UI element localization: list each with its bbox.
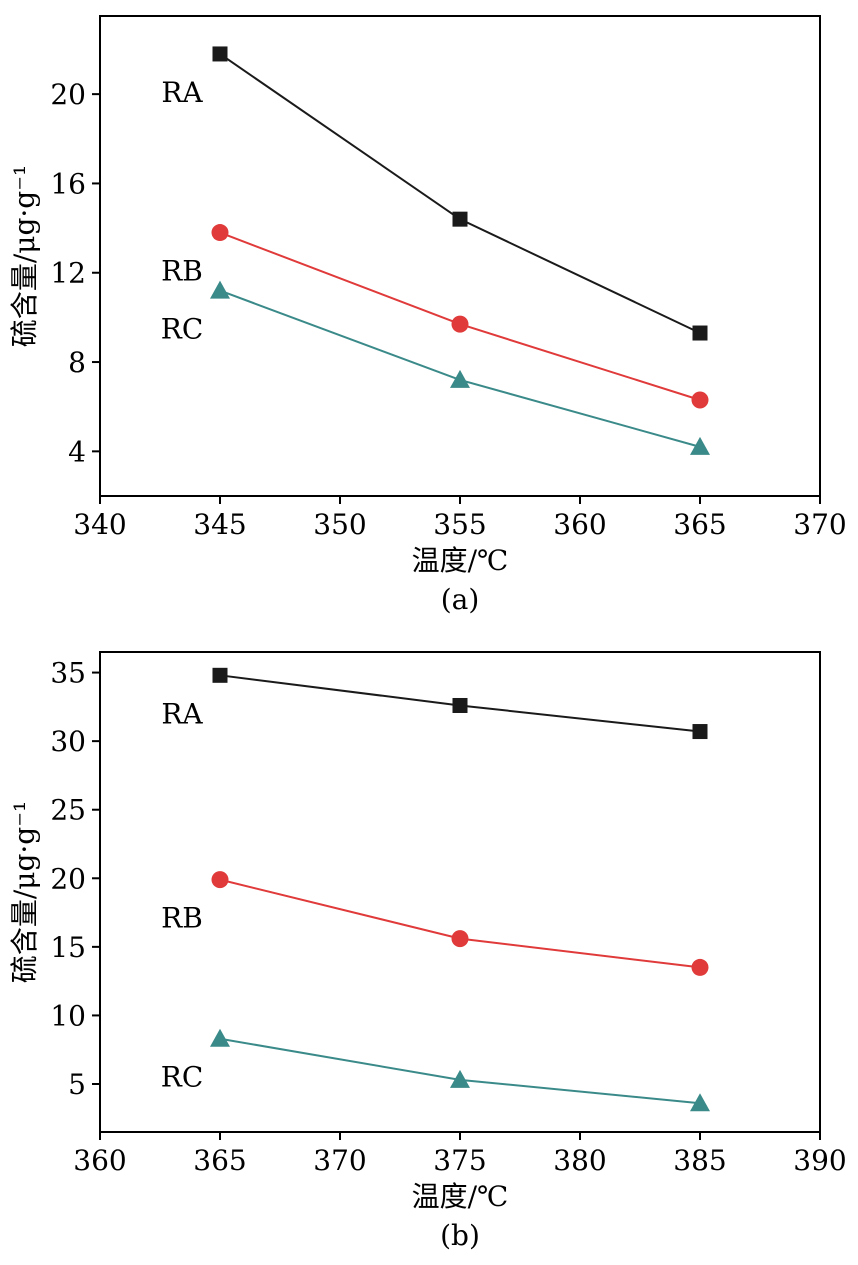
y-axis-label: 硫含量/μg·g⁻¹	[8, 801, 41, 983]
y-axis-label: 硫含量/μg·g⁻¹	[8, 165, 41, 347]
series-line-rb	[219, 878, 701, 969]
x-axis-label: 温度/℃	[412, 544, 509, 577]
y-tick-label: 8	[68, 346, 86, 379]
y-tick-label: 20	[50, 862, 86, 895]
x-tick-label: 370	[793, 508, 846, 541]
y-tick-label: 25	[50, 794, 86, 827]
marker-circle-rb	[691, 958, 709, 976]
series-label-ra: RA	[161, 697, 203, 730]
x-tick-label: 370	[313, 1144, 366, 1177]
y-tick-label: 15	[50, 931, 86, 964]
x-tick-label: 380	[553, 1144, 606, 1177]
y-tick-label: 5	[68, 1068, 86, 1101]
marker-triangle-rc	[450, 369, 470, 388]
series-label-ra: RA	[161, 76, 203, 109]
x-tick-label: 350	[313, 508, 366, 541]
marker-circle-rb	[211, 224, 229, 242]
y-tick-label: 10	[50, 999, 86, 1032]
x-tick-label: 360	[553, 508, 606, 541]
marker-square-ra	[212, 667, 228, 683]
chart-b-figure: 360 365 370 375 380 385 390 5 10 15 20 25 30 35 温度/℃ 硫含…	[0, 622, 858, 1258]
marker-square-ra	[692, 724, 708, 740]
x-tick-label: 375	[433, 1144, 486, 1177]
y-tick-label: 16	[50, 167, 86, 200]
x-tick-label: 390	[793, 1144, 846, 1177]
marker-circle-rb	[451, 315, 469, 333]
y-tick-label: 4	[68, 435, 86, 468]
series-line-rc	[219, 289, 701, 448]
x-tick-label: 345	[193, 508, 246, 541]
marker-triangle-rc	[690, 436, 710, 455]
marker-square-ra	[452, 697, 468, 713]
marker-triangle-rc	[210, 280, 230, 299]
marker-square-ra	[212, 46, 228, 62]
chart-a-caption: (a)	[440, 583, 480, 616]
marker-square-ra	[452, 211, 468, 227]
series-label-rc: RC	[161, 1061, 204, 1094]
y-tick-label: 20	[50, 78, 86, 111]
chart-b-caption: (b)	[440, 1219, 480, 1252]
chart-a-figure: 340 345 350 355 360 365 370 4 8 12 16 20 温度/℃ 硫含量/μg·…	[0, 6, 858, 622]
x-tick-label: 360	[73, 1144, 126, 1177]
plot-frame	[99, 15, 821, 497]
y-tick-label: 12	[50, 257, 86, 290]
x-tick-label: 365	[673, 508, 726, 541]
x-axis-label: 温度/℃	[412, 1180, 509, 1213]
x-tick-label: 355	[433, 508, 486, 541]
series-label-rb: RB	[161, 255, 203, 288]
marker-triangle-rc	[450, 1069, 470, 1088]
series-label-rc: RC	[161, 313, 204, 346]
y-tick-label: 30	[50, 725, 86, 758]
chart-a-plot: 340 345 350 355 360 365 370 4 8 12 16 20 温度/℃ 硫含量/μg·…	[8, 15, 847, 577]
marker-triangle-rc	[210, 1028, 230, 1047]
series-line-ra	[219, 53, 701, 334]
plot-frame	[99, 651, 821, 1133]
marker-circle-rb	[211, 871, 229, 889]
y-tick-label: 35	[50, 657, 86, 690]
x-tick-label: 385	[673, 1144, 726, 1177]
marker-square-ra	[692, 325, 708, 341]
marker-circle-rb	[451, 930, 469, 948]
marker-triangle-rc	[690, 1093, 710, 1112]
x-tick-label: 365	[193, 1144, 246, 1177]
x-tick-label: 340	[73, 508, 126, 541]
marker-circle-rb	[691, 391, 709, 409]
chart-b-plot: 360 365 370 375 380 385 390 5 10 15 20 25 30 35 温度/℃ 硫含…	[8, 651, 847, 1213]
series-label-rb: RB	[161, 902, 203, 935]
